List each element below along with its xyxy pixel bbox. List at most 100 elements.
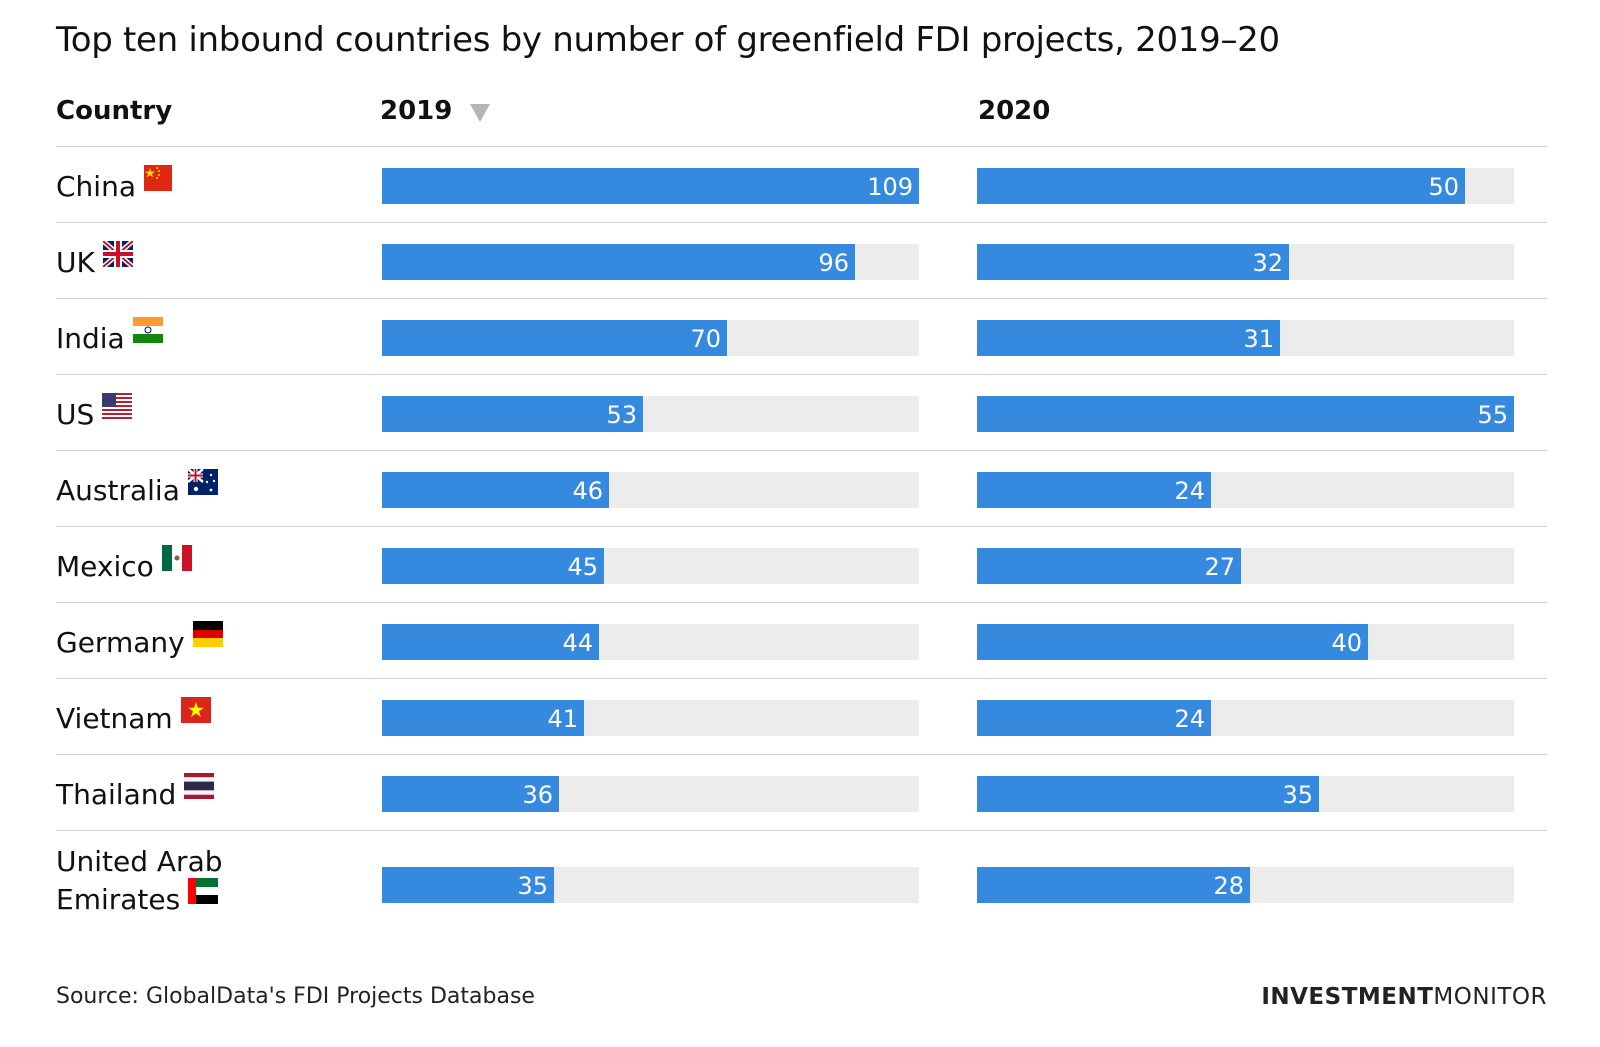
bar-track-2020: 27 [977,548,1514,584]
bar-value-label: 27 [1204,553,1235,581]
bar-track-2020: 24 [977,472,1514,508]
bar-2020[interactable] [977,700,1211,736]
bar-track-2019: 45 [382,548,919,584]
uae-flag-icon [188,876,219,914]
row-divider [56,678,1547,679]
bar-value-label: 109 [867,173,913,201]
bar-value-label: 55 [1477,401,1508,429]
column-header-country[interactable]: Country [56,96,173,126]
column-header-2020[interactable]: 2020 [978,96,1051,126]
china-flag-icon [143,163,172,201]
country-name-line: Germany [56,626,185,659]
bar-track-2019: 96 [382,244,919,280]
table-row: Thailand 36 35 [0,755,1600,831]
country-label: Germany [56,621,223,663]
bar-value-label: 31 [1243,325,1274,353]
bar-track-2020: 40 [977,624,1514,660]
bar-track-2019: 70 [382,320,919,356]
bar-2020[interactable] [977,244,1289,280]
country-label: United Arab Emirates [56,843,223,920]
bar-value-label: 32 [1252,249,1283,277]
row-divider [56,374,1547,375]
bar-2020[interactable] [977,472,1211,508]
bar-value-label: 44 [562,629,593,657]
bar-2019[interactable] [382,244,855,280]
bar-2019[interactable] [382,320,727,356]
bar-2020[interactable] [977,548,1241,584]
bar-value-label: 35 [517,872,548,900]
bar-value-label: 40 [1331,629,1362,657]
country-label: Australia [56,468,218,511]
bar-2020[interactable] [977,320,1280,356]
logo-text-light: MONITOR [1433,984,1547,1010]
bar-track-2020: 31 [977,320,1514,356]
bar-2019[interactable] [382,776,559,812]
chart-title: Top ten inbound countries by number of g… [56,20,1280,60]
bar-2019[interactable] [382,624,599,660]
bar-track-2020: 55 [977,396,1514,432]
bar-2019[interactable] [382,396,643,432]
country-name-line: China [56,170,136,203]
bar-track-2019: 35 [382,867,919,903]
bar-value-label: 28 [1213,872,1244,900]
country-label: China [56,165,172,207]
country-label: Thailand [56,773,215,815]
bar-value-label: 35 [1282,781,1313,809]
bar-value-label: 46 [572,477,603,505]
bar-2019[interactable] [382,700,584,736]
bar-track-2019: 44 [382,624,919,660]
country-name-line: United Arab [56,845,223,878]
row-divider [56,754,1547,755]
bar-2020[interactable] [977,168,1465,204]
country-name-line: US [56,398,95,431]
bar-value-label: 41 [547,705,578,733]
bar-2019[interactable] [382,168,919,204]
bar-value-label: 24 [1174,705,1205,733]
bar-value-label: 36 [522,781,553,809]
table-row: Vietnam 41 24 [0,679,1600,755]
table-row: UK 96 32 [0,223,1600,299]
sort-descending-icon[interactable] [470,104,490,122]
vietnam-flag-icon [180,695,211,733]
bar-track-2019: 109 [382,168,919,204]
table-row: China 109 50 [0,147,1600,223]
bar-value-label: 70 [690,325,721,353]
country-label: US [56,393,133,435]
bar-value-label: 53 [606,401,637,429]
mexico-flag-icon [161,543,192,581]
bar-track-2020: 28 [977,867,1514,903]
source-note: Source: GlobalData's FDI Projects Databa… [56,984,535,1009]
bar-track-2020: 32 [977,244,1514,280]
table-row: US 53 55 [0,375,1600,451]
publisher-logo: INVESTMENTMONITOR [1261,984,1547,1010]
thailand-flag-icon [184,771,215,809]
bar-2020[interactable] [977,776,1319,812]
bar-track-2019: 36 [382,776,919,812]
bar-value-label: 24 [1174,477,1205,505]
bar-2020[interactable] [977,867,1250,903]
table-row: United Arab Emirates 35 28 [0,831,1600,936]
row-divider [56,526,1547,527]
us-flag-icon [102,391,133,429]
uk-flag-icon [101,239,135,277]
bar-2019[interactable] [382,867,554,903]
bar-value-label: 50 [1428,173,1459,201]
india-flag-icon [132,315,163,353]
row-divider [56,830,1547,831]
bar-track-2020: 50 [977,168,1514,204]
row-divider [56,450,1547,451]
row-divider [56,602,1547,603]
bar-2020[interactable] [977,624,1368,660]
bar-2019[interactable] [382,472,609,508]
logo-text-bold: INVESTMENT [1261,984,1434,1010]
bar-track-2019: 41 [382,700,919,736]
bar-2020[interactable] [977,396,1514,432]
table-row: Mexico 45 27 [0,527,1600,603]
bar-track-2019: 53 [382,396,919,432]
column-header-2019[interactable]: 2019 [380,96,453,126]
australia-flag-icon [187,467,218,505]
bar-2019[interactable] [382,548,604,584]
table-row: India 70 31 [0,299,1600,375]
header-divider [56,146,1547,147]
country-name-line: Mexico [56,550,154,583]
